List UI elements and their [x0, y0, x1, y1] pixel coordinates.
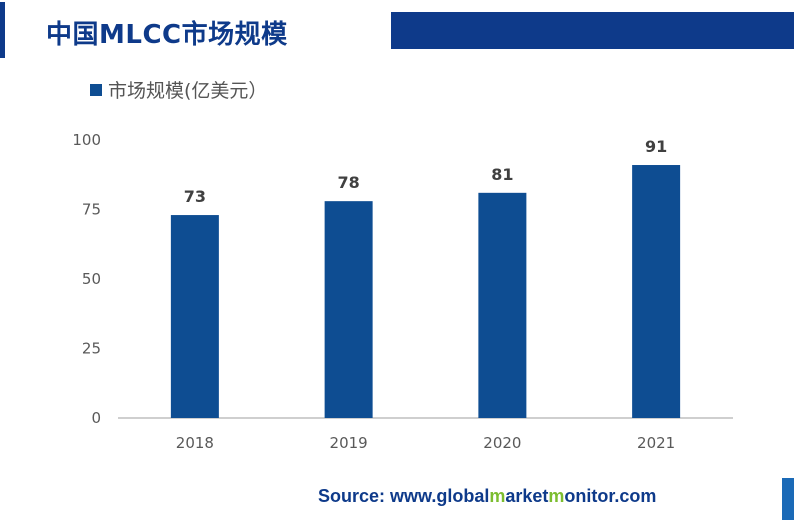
x-tick-label: 2019: [330, 434, 368, 452]
header-band: [391, 12, 794, 49]
bar: [170, 215, 219, 418]
source-part: m: [548, 486, 565, 506]
y-tick-label: 50: [82, 270, 101, 288]
bar: [632, 165, 681, 418]
y-tick-label: 100: [72, 131, 101, 149]
bar: [324, 201, 373, 418]
data-label: 81: [491, 165, 513, 184]
source-part: Source: www.: [318, 486, 437, 506]
data-label: 91: [645, 137, 667, 156]
x-tick-label: 2021: [637, 434, 675, 452]
data-label: 73: [184, 187, 206, 206]
bar: [478, 192, 527, 418]
x-tick-label: 2020: [483, 434, 521, 452]
source-part: global: [436, 486, 490, 506]
source-part: arket: [505, 486, 549, 506]
left-accent-bar: [0, 2, 5, 58]
y-tick-label: 25: [82, 340, 101, 358]
corner-block: [782, 478, 794, 520]
source-part: onitor.com: [564, 486, 657, 506]
x-tick-label: 2018: [176, 434, 214, 452]
source-text: Source: www.globalmarketmonitor.com: [318, 486, 656, 507]
chart-legend: 市场规模(亿美元）: [90, 76, 267, 103]
legend-swatch: [90, 83, 102, 96]
y-tick-label: 75: [82, 201, 101, 219]
source-part: m: [489, 486, 506, 506]
legend-label: 市场规模(亿美元）: [108, 80, 268, 102]
data-label: 78: [337, 173, 359, 192]
page-title: 中国MLCC市场规模: [46, 20, 288, 50]
y-tick-label: 0: [91, 409, 101, 427]
